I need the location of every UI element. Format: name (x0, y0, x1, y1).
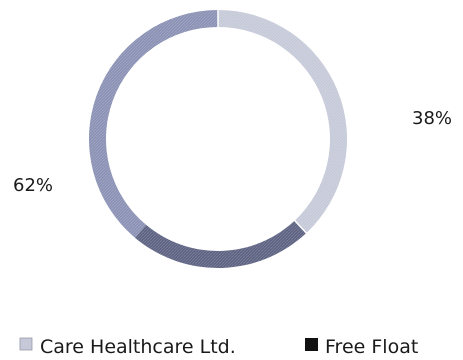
legend-marker-care-healthcare (19, 337, 33, 351)
data-labels: 38% 62% (13, 108, 452, 196)
slice-care-healthcare-texture (218, 10, 347, 234)
data-label-62: 62% (13, 175, 53, 196)
slice-free-float-texture (88, 10, 307, 268)
legend-label-care-healthcare: Care Healthcare Ltd. (40, 336, 236, 358)
donut-slices (88, 9, 347, 268)
legend: Care Healthcare Ltd. Free Float (19, 336, 418, 358)
slice-separator-1 (293, 219, 308, 235)
legend-marker-free-float (305, 338, 318, 351)
legend-label-free-float: Free Float (325, 336, 418, 358)
data-label-38: 38% (412, 108, 452, 129)
